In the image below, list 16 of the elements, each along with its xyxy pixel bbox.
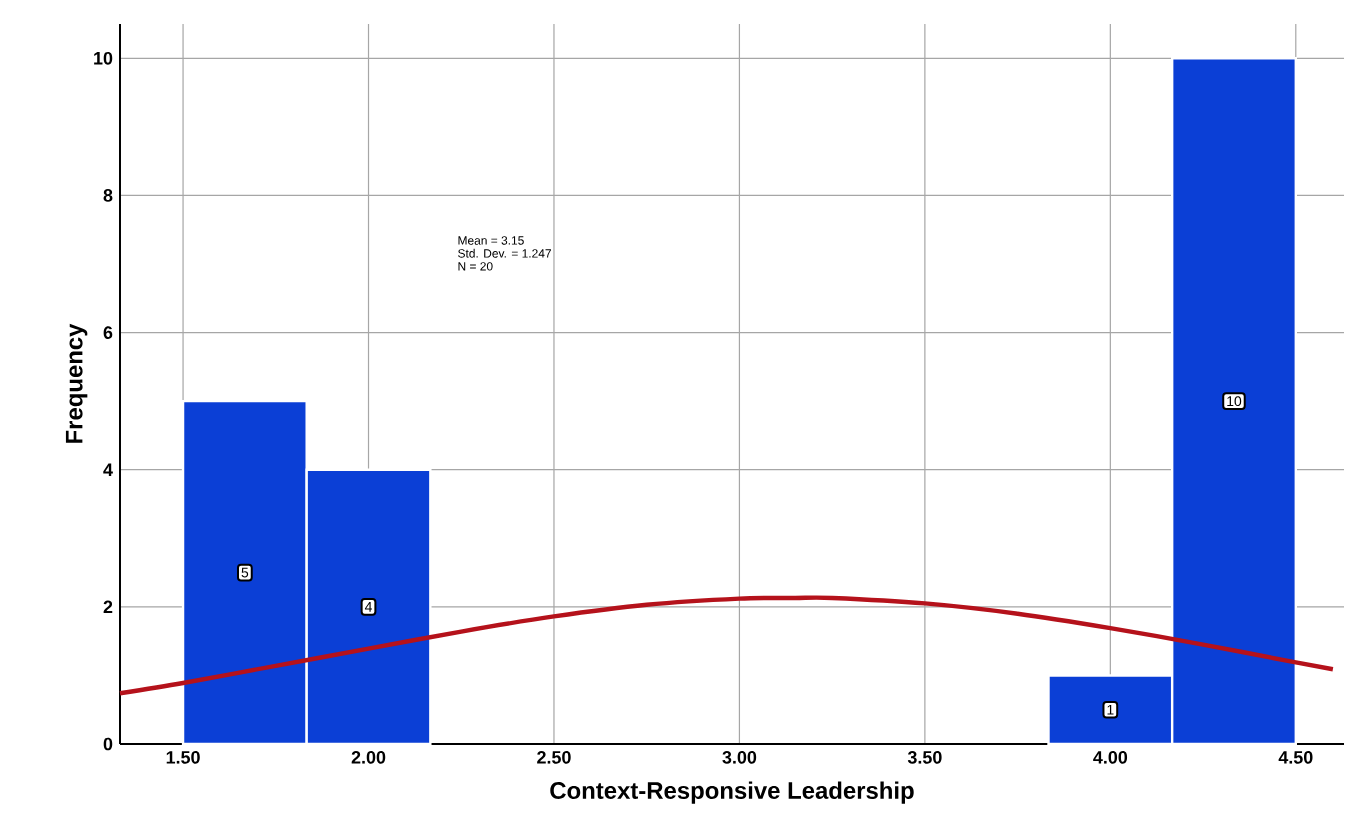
- y-tick-label: 4: [103, 463, 113, 476]
- y-tick-label: 8: [103, 189, 113, 202]
- x-tick-label: 2.50: [537, 751, 571, 764]
- x-tick-label: 3.00: [722, 751, 757, 764]
- y-tick-label: 2: [103, 600, 113, 614]
- y-tick-label: 6: [103, 326, 113, 339]
- y-tick-label: 10: [94, 51, 113, 65]
- x-tick-label: 2.00: [351, 751, 386, 764]
- x-axis-title: Context-Responsive Leadership: [550, 781, 914, 804]
- y-axis-title: Frequency: [65, 323, 88, 443]
- x-tick-label: 1.50: [166, 751, 200, 764]
- x-tick-label: 4.50: [1278, 751, 1313, 764]
- y-tick-label: 0: [103, 737, 113, 751]
- x-tick-label: 4.00: [1093, 751, 1128, 764]
- line-series: [117, 595, 1336, 696]
- x-tick-label: 3.50: [907, 751, 942, 764]
